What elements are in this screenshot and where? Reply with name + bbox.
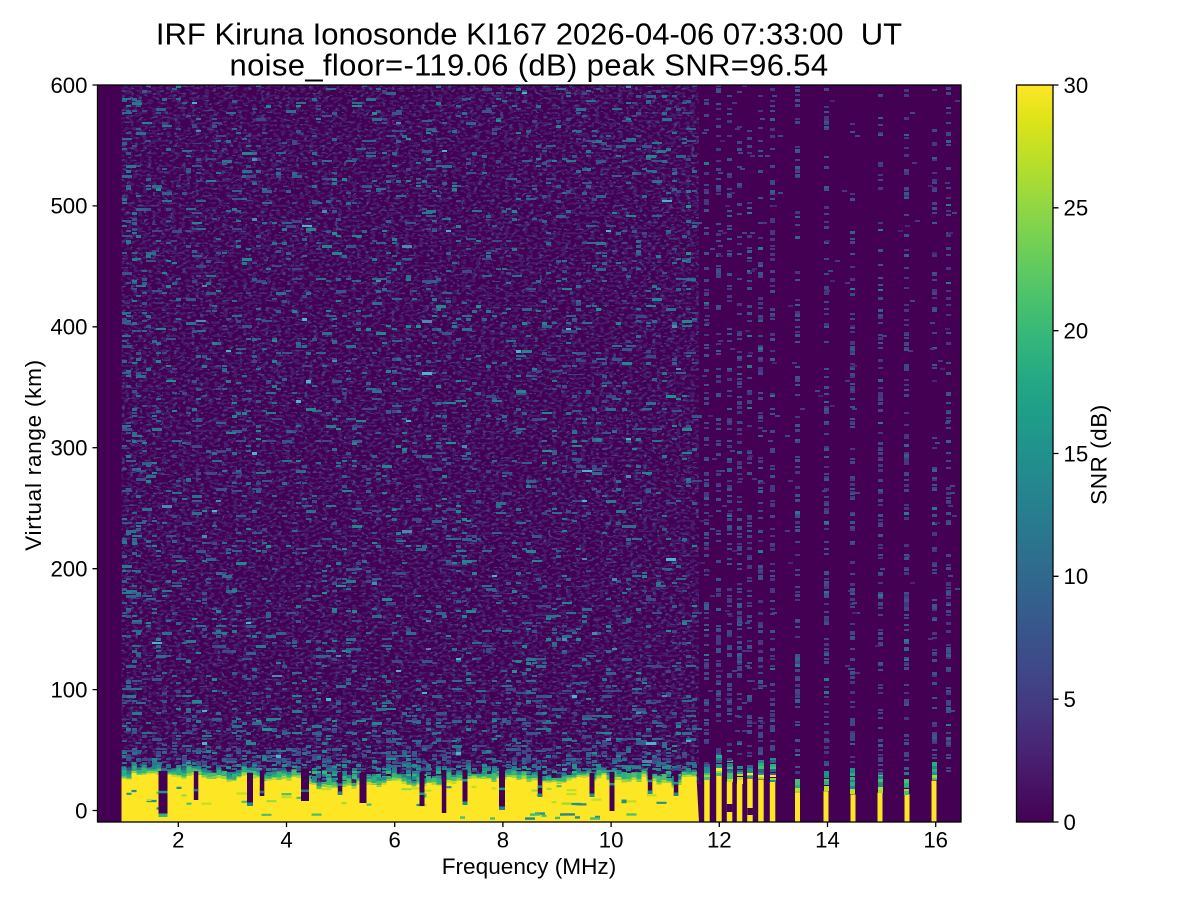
svg-text:10: 10	[599, 828, 624, 853]
svg-text:6: 6	[389, 828, 401, 853]
svg-text:600: 600	[50, 73, 87, 98]
svg-text:8: 8	[497, 828, 509, 853]
svg-text:Virtual range (km): Virtual range (km)	[21, 359, 46, 551]
svg-text:100: 100	[50, 677, 87, 702]
svg-text:20: 20	[1064, 319, 1089, 344]
svg-text:2: 2	[172, 828, 184, 853]
svg-text:4: 4	[280, 828, 292, 853]
svg-text:SNR (dB): SNR (dB)	[1087, 404, 1112, 505]
svg-text:16: 16	[923, 828, 948, 853]
svg-text:10: 10	[1064, 564, 1089, 589]
svg-text:0: 0	[1064, 810, 1076, 835]
svg-text:400: 400	[50, 315, 87, 340]
svg-text:200: 200	[50, 557, 87, 582]
svg-text:Frequency (MHz): Frequency (MHz)	[442, 854, 617, 879]
svg-text:noise_floor=-119.06 (dB) peak: noise_floor=-119.06 (dB) peak SNR=96.54	[229, 47, 828, 82]
svg-text:14: 14	[815, 828, 840, 853]
svg-text:500: 500	[50, 194, 87, 219]
svg-text:12: 12	[707, 828, 732, 853]
svg-text:30: 30	[1064, 73, 1089, 98]
svg-text:IRF Kiruna Ionosonde KI167 202: IRF Kiruna Ionosonde KI167 2026-04-06 07…	[156, 17, 902, 52]
svg-text:300: 300	[50, 436, 87, 461]
svg-text:25: 25	[1064, 196, 1089, 221]
svg-text:15: 15	[1064, 441, 1089, 466]
svg-text:0: 0	[75, 798, 87, 823]
svg-text:5: 5	[1064, 687, 1076, 712]
